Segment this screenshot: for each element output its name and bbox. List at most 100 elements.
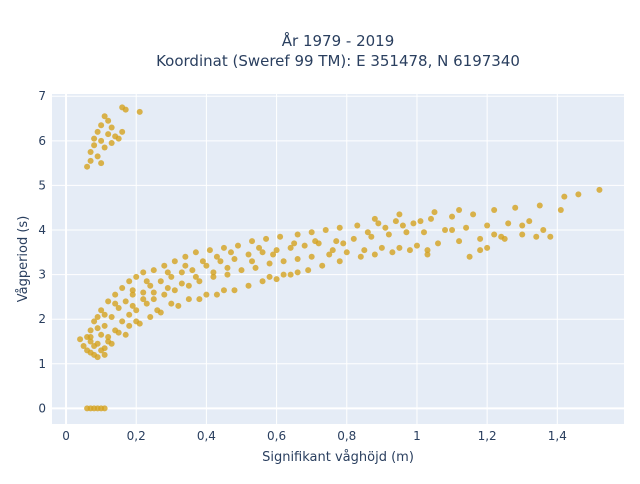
scatter-point bbox=[147, 313, 154, 320]
y-tick-label: 4 bbox=[38, 223, 46, 237]
scatter-point bbox=[336, 224, 343, 231]
scatter-point bbox=[224, 264, 231, 271]
x-tick-label: 1,2 bbox=[478, 429, 497, 443]
scatter-point bbox=[536, 202, 543, 209]
scatter-point bbox=[336, 258, 343, 265]
scatter-point bbox=[389, 249, 396, 256]
scatter-point bbox=[245, 282, 252, 289]
scatter-point bbox=[427, 215, 434, 222]
scatter-point bbox=[361, 247, 368, 254]
scatter-point bbox=[305, 267, 312, 274]
scatter-point bbox=[164, 284, 171, 291]
scatter-point bbox=[519, 222, 526, 229]
scatter-point bbox=[164, 269, 171, 276]
scatter-point bbox=[178, 280, 185, 287]
scatter-point bbox=[136, 108, 143, 115]
scatter-point bbox=[329, 247, 336, 254]
scatter-point bbox=[287, 271, 294, 278]
scatter-point bbox=[238, 267, 245, 274]
scatter-point bbox=[308, 229, 315, 236]
scatter-point bbox=[101, 144, 108, 151]
scatter-point bbox=[147, 282, 154, 289]
scatter-point bbox=[266, 273, 273, 280]
scatter-point bbox=[133, 273, 140, 280]
scatter-point bbox=[105, 131, 112, 138]
scatter-point bbox=[424, 247, 431, 254]
scatter-point bbox=[210, 273, 217, 280]
grid bbox=[52, 94, 624, 424]
scatter-point bbox=[273, 247, 280, 254]
scatter-point bbox=[413, 242, 420, 249]
y-tick-label: 7 bbox=[38, 89, 46, 103]
scatter-point bbox=[115, 305, 122, 312]
scatter-point bbox=[213, 291, 220, 298]
scatter-point bbox=[540, 227, 547, 234]
scatter-point bbox=[533, 233, 540, 240]
scatter-point bbox=[231, 287, 238, 294]
scatter-point bbox=[108, 140, 115, 147]
scatter-point bbox=[406, 247, 413, 254]
scatter-point bbox=[112, 300, 119, 307]
scatter-point bbox=[249, 258, 256, 265]
scatter-point bbox=[94, 354, 101, 361]
scatter-point bbox=[470, 211, 477, 218]
scatter-point bbox=[196, 278, 203, 285]
scatter-point bbox=[301, 242, 308, 249]
scatter-point bbox=[87, 157, 94, 164]
scatter-point bbox=[519, 231, 526, 238]
scatter-point bbox=[115, 329, 122, 336]
x-tick-label: 0,6 bbox=[267, 429, 286, 443]
scatter-point bbox=[101, 405, 108, 412]
scatter-point bbox=[101, 113, 108, 120]
scatter-point bbox=[294, 256, 301, 262]
scatter-point bbox=[357, 253, 364, 260]
scatter-point bbox=[91, 142, 98, 149]
scatter-point bbox=[322, 227, 329, 234]
scatter-point bbox=[101, 351, 108, 358]
scatter-point bbox=[87, 334, 94, 341]
scatter-point bbox=[277, 233, 284, 240]
scatter-point bbox=[220, 244, 227, 251]
scatter-point bbox=[196, 296, 203, 303]
scatter-point bbox=[91, 342, 98, 349]
scatter-point bbox=[431, 209, 438, 216]
scatter-point bbox=[168, 300, 175, 307]
scatter-point bbox=[234, 242, 241, 249]
scatter-point bbox=[420, 229, 427, 236]
y-tick-label: 5 bbox=[38, 178, 46, 192]
scatter-point bbox=[396, 244, 403, 251]
scatter-point bbox=[94, 313, 101, 320]
scatter-point bbox=[136, 320, 143, 327]
scatter-point bbox=[105, 334, 112, 341]
scatter-point bbox=[512, 204, 519, 211]
scatter-point bbox=[91, 318, 98, 325]
scatter-point bbox=[178, 269, 185, 276]
scatter-point bbox=[157, 278, 164, 285]
scatter-point bbox=[91, 135, 98, 142]
scatter-point bbox=[112, 291, 119, 298]
scatter-point bbox=[126, 311, 133, 318]
scatter-point bbox=[192, 273, 199, 280]
scatter-point bbox=[477, 235, 484, 242]
scatter-point bbox=[491, 206, 498, 213]
scatter-point bbox=[94, 325, 101, 332]
x-axis-ticks: 0 0,2 0,4 0,6 0,8 1 1,2 1,4 bbox=[62, 429, 567, 443]
scatter-point bbox=[491, 231, 498, 238]
scatter-point bbox=[150, 289, 157, 296]
scatter-point bbox=[326, 251, 333, 258]
scatter-point bbox=[203, 262, 210, 269]
scatter-point bbox=[87, 338, 94, 345]
scatter-point bbox=[129, 287, 136, 294]
scatter-point bbox=[105, 117, 112, 124]
data-points bbox=[77, 104, 603, 412]
scatter-point bbox=[115, 135, 122, 142]
scatter-point bbox=[80, 342, 87, 349]
scatter-point bbox=[224, 271, 231, 278]
scatter-point bbox=[105, 298, 112, 305]
scatter-point bbox=[150, 296, 157, 303]
scatter-point bbox=[126, 322, 133, 329]
scatter-point bbox=[133, 307, 140, 314]
scatter-point bbox=[463, 224, 470, 231]
scatter-point bbox=[333, 238, 340, 245]
